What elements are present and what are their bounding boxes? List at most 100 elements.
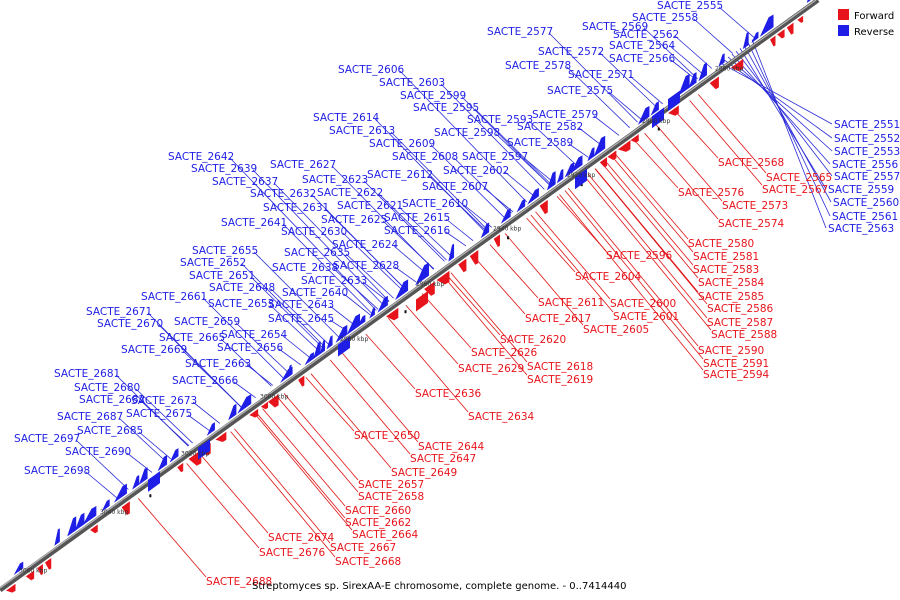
- connector: [504, 171, 535, 197]
- reverse-label: SACTE_2641: [221, 217, 287, 229]
- connector: [398, 206, 452, 257]
- misc-feature: [657, 127, 660, 131]
- reverse-label: SACTE_2687: [57, 411, 123, 423]
- forward-gene: [539, 199, 548, 215]
- connector: [390, 131, 489, 231]
- connector: [138, 431, 172, 460]
- forward-label: SACTE_2565: [766, 172, 832, 184]
- forward-label: SACTE_2674: [268, 532, 335, 544]
- connector: [566, 66, 630, 129]
- connector: [137, 498, 207, 578]
- forward-swatch: [838, 9, 849, 20]
- forward-gene: [668, 105, 679, 116]
- reverse-gene: [668, 90, 680, 112]
- connector: [270, 288, 330, 345]
- forward-gene: [458, 258, 467, 273]
- reverse-label: SACTE_2685: [77, 425, 143, 437]
- connector: [75, 439, 129, 490]
- connector: [593, 115, 620, 136]
- forward-label: SACTE_2644: [418, 441, 485, 453]
- forward-label: SACTE_2574: [718, 218, 785, 230]
- reverse-label: SACTE_2563: [828, 223, 894, 235]
- connector: [611, 156, 694, 253]
- reverse-label: SACTE_2671: [86, 306, 152, 318]
- tick-label: 2960 kbp: [416, 281, 444, 288]
- connector: [556, 196, 607, 252]
- connector: [269, 304, 320, 352]
- connector: [504, 233, 584, 326]
- connector: [329, 359, 411, 455]
- forward-label: SACTE_2584: [698, 277, 765, 289]
- forward-gene: [797, 15, 804, 23]
- coordinate-ticks: 2880 kbp 2900 kbp 2920 kbp 2940 kbp 2960 kbp…: [19, 65, 743, 574]
- reverse-label: SACTE_2628: [333, 260, 399, 272]
- tick-label: 2880 kbp: [715, 65, 743, 72]
- connector: [674, 35, 713, 69]
- connector: [399, 70, 528, 203]
- connector: [587, 173, 708, 319]
- connector: [282, 335, 311, 359]
- reverse-label: SACTE_2555: [657, 0, 723, 12]
- forward-gene: [630, 134, 639, 143]
- connector: [608, 91, 642, 120]
- forward-gene: [6, 583, 16, 593]
- connector: [747, 42, 831, 217]
- forward-gene: [37, 564, 43, 576]
- reverse-gene: [377, 295, 388, 313]
- connector: [135, 388, 193, 444]
- forward-label: SACTE_2601: [613, 311, 679, 323]
- reverse-label: SACTE_2640: [282, 287, 348, 299]
- connector: [277, 397, 359, 493]
- forward-label: SACTE_2664: [352, 529, 419, 541]
- connector: [305, 377, 355, 432]
- reverse-label: SACTE_2551: [834, 119, 900, 131]
- tick-label: 2900 kbp: [642, 118, 670, 125]
- connector: [126, 452, 153, 473]
- tick-label: 3020 kbp: [181, 450, 209, 457]
- connector: [340, 351, 419, 443]
- reverse-label: SACTE_2564: [609, 40, 676, 52]
- forward-label: SACTE_2620: [500, 334, 566, 346]
- reverse-label: SACTE_2666: [172, 375, 239, 387]
- reverse-gene: [13, 561, 24, 576]
- connector: [342, 232, 404, 292]
- connector: [387, 317, 469, 413]
- reverse-label: SACTE_2606: [338, 64, 405, 76]
- connector: [115, 374, 189, 447]
- connector: [262, 408, 346, 507]
- connector: [182, 350, 243, 408]
- forward-label: SACTE_2600: [610, 298, 676, 310]
- connector: [670, 46, 704, 75]
- reverse-label: SACTE_2697: [14, 433, 80, 445]
- reverse-label: SACTE_2612: [367, 169, 433, 181]
- forward-label: SACTE_2588: [711, 329, 777, 341]
- reverse-gene: [556, 168, 564, 184]
- misc-feature: [149, 494, 152, 498]
- reverse-gene: [313, 341, 321, 360]
- forward-gene: [424, 281, 435, 296]
- forward-label: SACTE_2649: [391, 467, 457, 479]
- connector: [254, 413, 353, 531]
- reverse-label: SACTE_2602: [443, 165, 509, 177]
- reverse-label: SACTE_2557: [834, 171, 900, 183]
- reverse-label: SACTE_2571: [568, 69, 634, 81]
- forward-label: SACTE_2583: [693, 264, 759, 276]
- reverse-label: SACTE_2631: [263, 202, 329, 214]
- connector: [629, 75, 664, 105]
- connector: [250, 276, 324, 349]
- reverse-label: SACTE_2653: [208, 298, 274, 310]
- forward-label: SACTE_2576: [678, 187, 745, 199]
- reverse-label: SACTE_2561: [832, 211, 898, 223]
- reverse-label: SACTE_2552: [834, 133, 900, 145]
- forward-gene: [730, 58, 744, 72]
- reverse-gene: [593, 135, 606, 157]
- connector: [634, 140, 679, 189]
- reverse-label: SACTE_2558: [632, 12, 698, 24]
- connector: [535, 211, 611, 300]
- connector: [345, 253, 394, 299]
- forward-gene: [177, 462, 184, 473]
- reverse-gene: [395, 279, 409, 301]
- reverse-label: SACTE_2669: [121, 344, 187, 356]
- connector: [473, 256, 526, 315]
